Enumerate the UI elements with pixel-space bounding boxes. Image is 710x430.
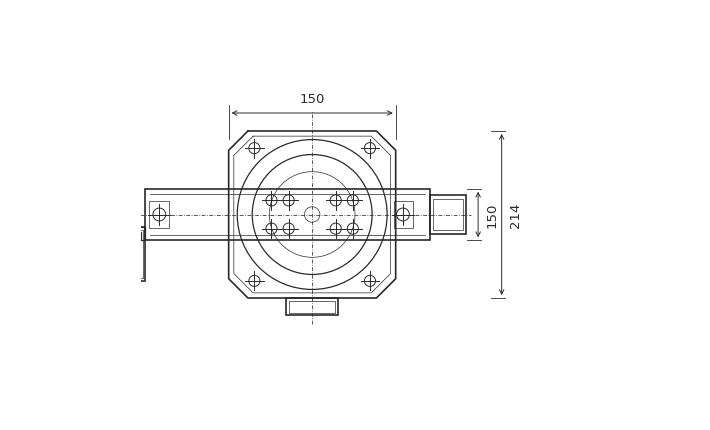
Bar	[430, 196, 466, 234]
Bar	[72, 248, 92, 261]
Bar	[98, 228, 145, 241]
Bar	[92, 228, 145, 281]
Text: 150: 150	[486, 203, 499, 227]
Bar	[65, 250, 72, 259]
Text: 214: 214	[509, 203, 523, 227]
Bar	[393, 201, 413, 229]
Bar	[94, 230, 143, 279]
Text: 150: 150	[300, 93, 325, 106]
Bar	[289, 301, 335, 313]
Bar	[145, 189, 430, 241]
Bar	[102, 233, 141, 241]
Bar	[433, 199, 463, 231]
Bar	[286, 298, 338, 315]
Bar	[149, 201, 169, 229]
